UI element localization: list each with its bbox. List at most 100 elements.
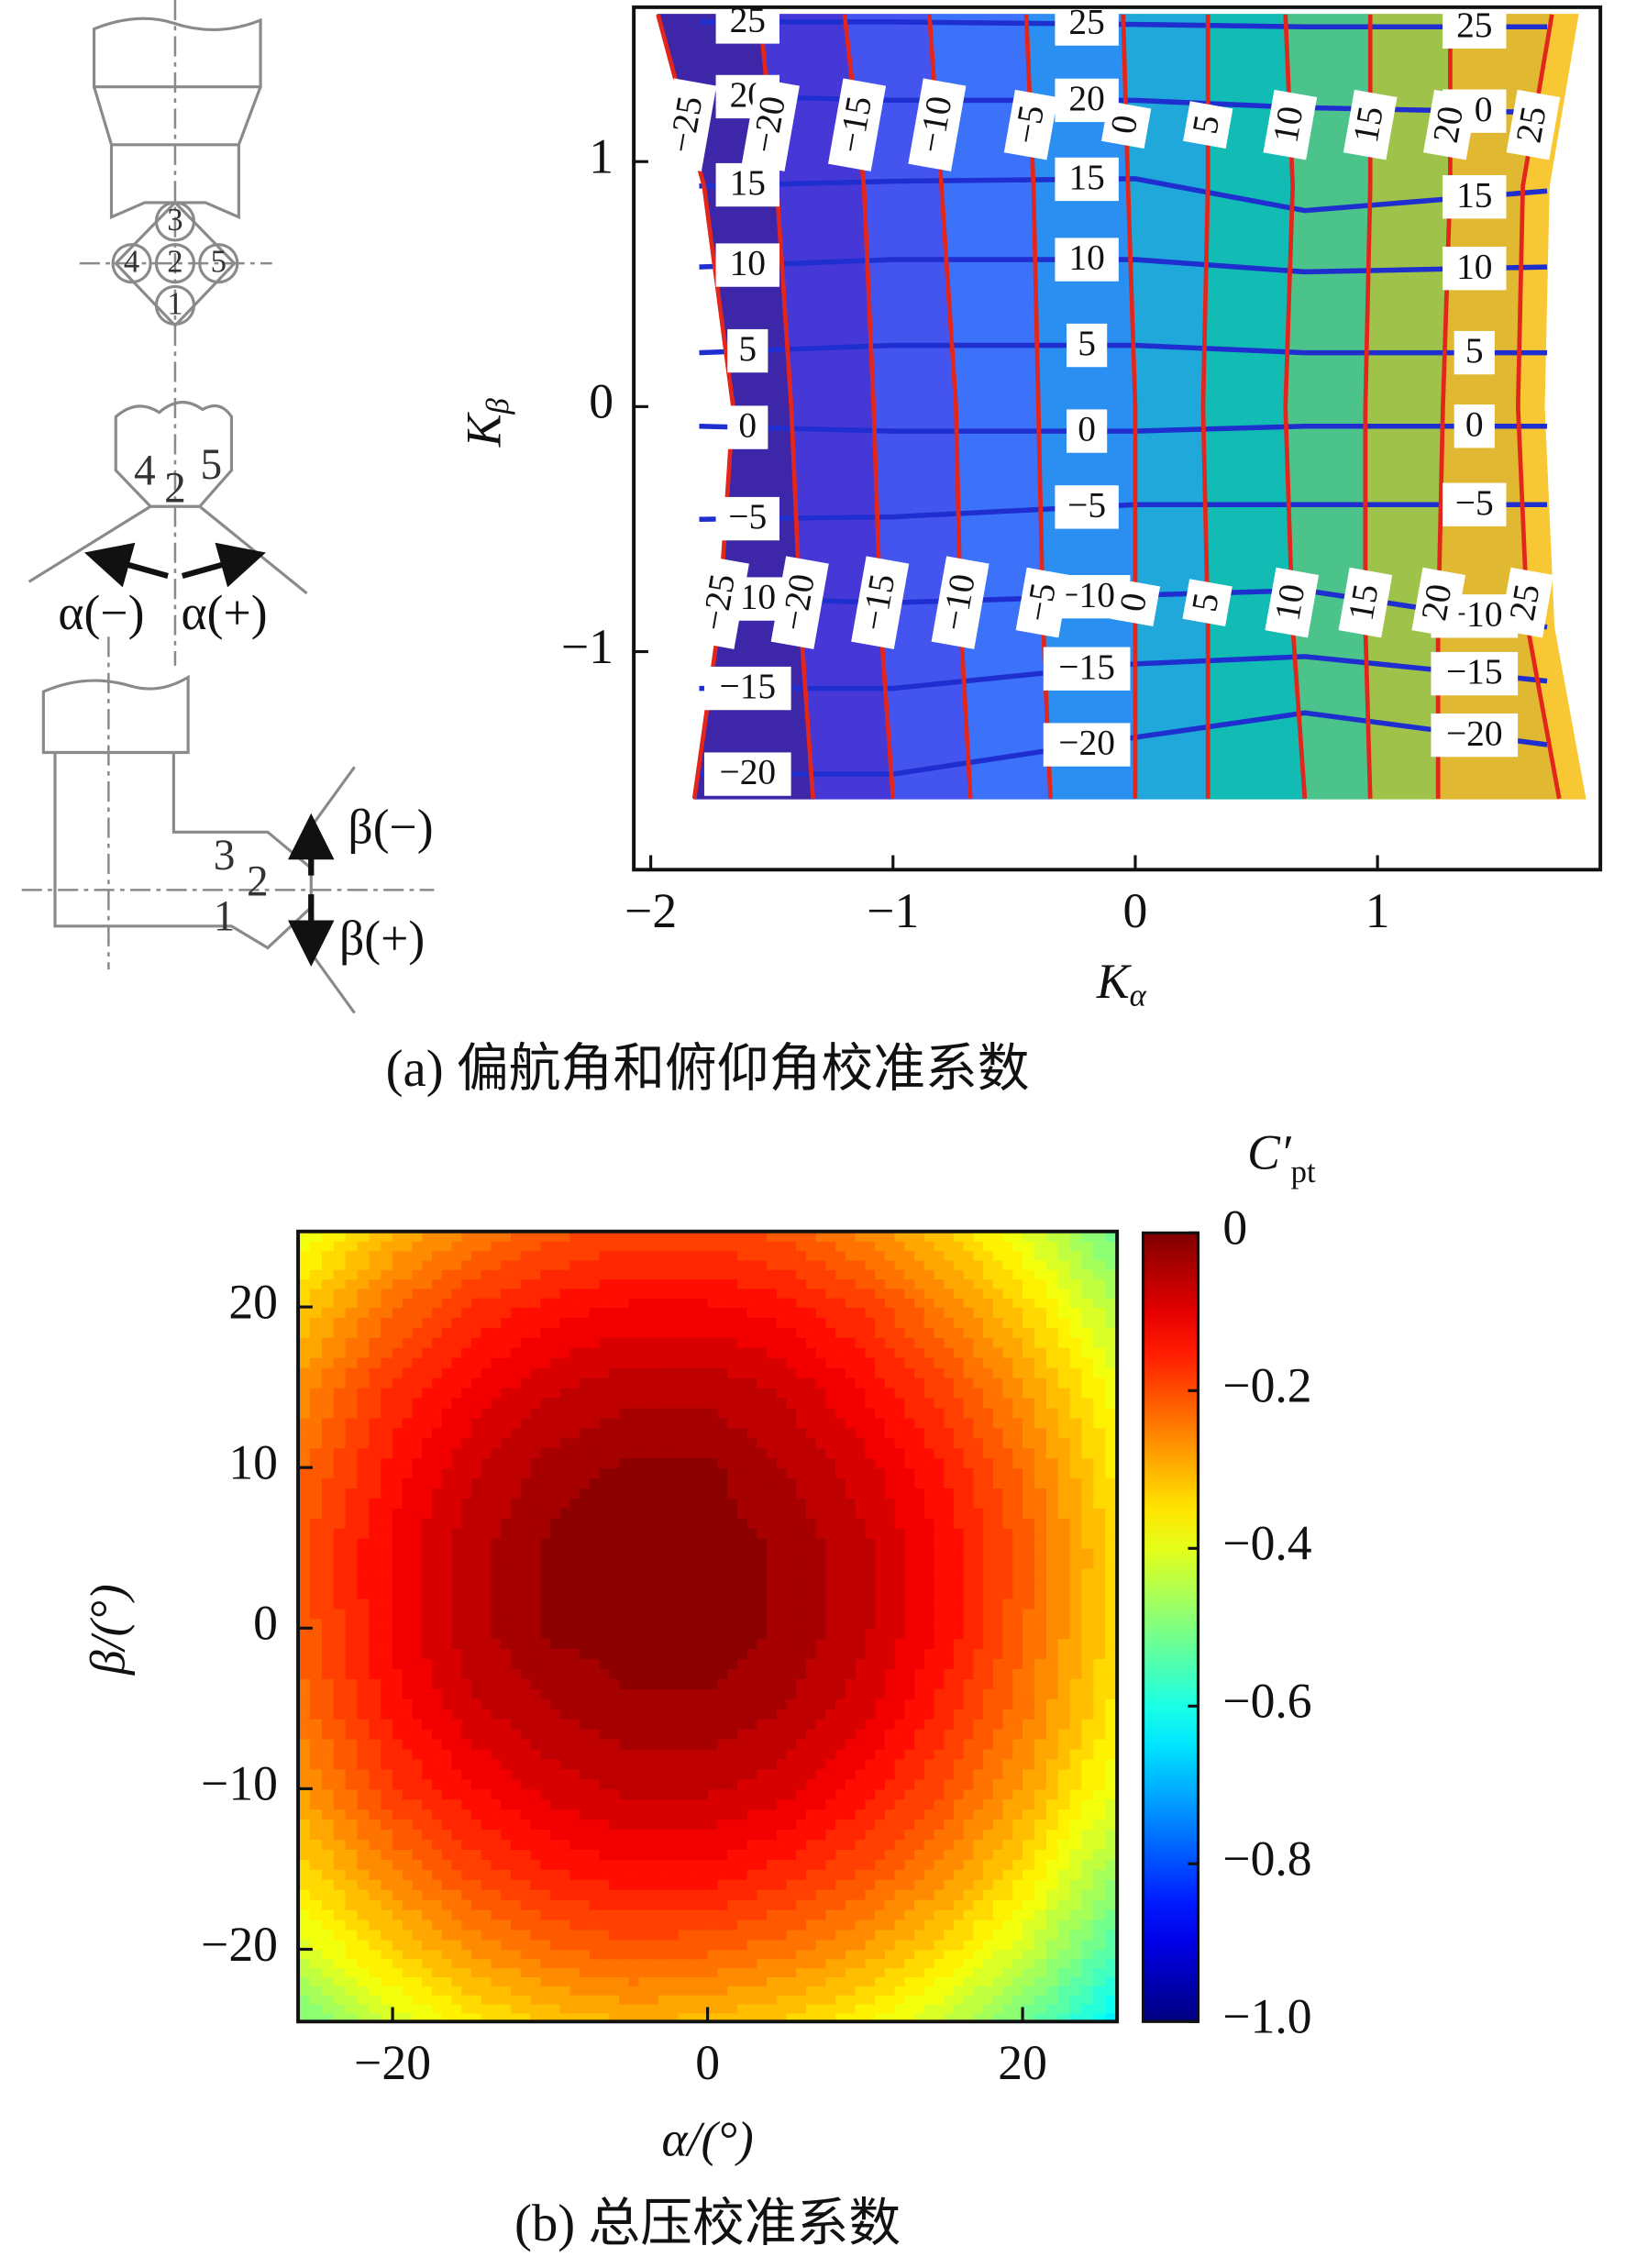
heat-cell: [510, 1598, 522, 1610]
heat-cell: [345, 1488, 359, 1499]
heat-cell: [628, 1698, 640, 1709]
heat-cell: [875, 1849, 886, 1860]
heat-cell: [796, 1849, 807, 1860]
heat-cell: [1093, 1798, 1107, 1810]
heat-cell: [825, 1638, 837, 1650]
heat-cell: [767, 1809, 778, 1820]
heat-cell: [345, 1939, 359, 1951]
heat-cell: [658, 1819, 669, 1831]
heat-cell: [658, 1488, 669, 1499]
heat-cell: [1023, 1976, 1035, 1986]
heat-cell: [441, 1908, 453, 1920]
heat-cell: [618, 2003, 630, 2014]
heat-cell: [668, 1557, 680, 1569]
heat-cell: [589, 1687, 601, 1699]
heat-cell: [599, 1507, 611, 1519]
heat-cell: [944, 1798, 955, 1810]
heat-cell: [688, 1527, 699, 1539]
heat-cell: [767, 1758, 778, 1770]
heat-cell: [609, 1858, 620, 1870]
heat-cell: [638, 1949, 650, 1960]
heat-cell: [746, 1878, 758, 1890]
heat-cell: [392, 1467, 403, 1479]
contour-label-bg: [1183, 101, 1233, 149]
heat-cell: [333, 1488, 347, 1499]
heat-cell: [569, 1878, 581, 1890]
heat-cell: [746, 1829, 758, 1841]
heat-cell: [648, 1588, 659, 1599]
heat-cell: [845, 1567, 857, 1579]
heat-cell: [658, 1507, 669, 1519]
heat-cell: [727, 1708, 738, 1720]
heat-cell: [628, 1407, 640, 1419]
heat-cell: [540, 1498, 551, 1509]
heat-cell: [923, 1488, 935, 1499]
heat-cell: [333, 1819, 347, 1831]
heat-cell: [549, 1467, 561, 1479]
heat-cell: [491, 1437, 503, 1449]
heat-cell: [963, 1517, 975, 1529]
heat-cell: [510, 1919, 522, 1931]
heat-cell: [638, 1488, 650, 1499]
heat-cell: [481, 1608, 492, 1620]
heat-cell: [530, 1498, 542, 1509]
heat-cell: [835, 1728, 846, 1740]
heat-cell: [707, 1658, 719, 1670]
heat-cell: [983, 1967, 994, 1977]
heat-cell: [321, 1537, 335, 1549]
heat-cell: [894, 1878, 906, 1890]
heat-cell: [923, 1829, 935, 1841]
heat-cell: [736, 1738, 748, 1750]
heat-cell: [298, 1849, 311, 1860]
contour-label-bg: [715, 162, 780, 207]
heat-cell: [953, 1778, 965, 1790]
heat-cell: [658, 1387, 669, 1399]
heat-cell: [658, 1498, 669, 1509]
heat-cell: [944, 1819, 955, 1831]
heat-cell: [1034, 2003, 1047, 2014]
heat-cell: [609, 1417, 620, 1429]
heat-cell: [580, 1477, 591, 1489]
heat-cell: [1045, 1868, 1059, 1880]
heat-cell: [717, 1788, 729, 1800]
heat-cell: [963, 1868, 975, 1880]
heat-cell: [381, 1888, 394, 1900]
heat-cell: [875, 1498, 886, 1509]
heat-cell: [501, 1397, 512, 1409]
heat-cell: [569, 1839, 581, 1850]
heat-cell: [618, 1958, 630, 1969]
heat-cell: [668, 1929, 680, 1941]
heat-cell: [736, 1976, 748, 1986]
heat-cell: [559, 1985, 571, 1996]
heat-cell: [638, 1708, 650, 1720]
heat-cell: [796, 1467, 807, 1479]
heat-cell: [432, 1809, 443, 1820]
heat-cell: [540, 1598, 551, 1610]
heat-cell: [767, 1994, 778, 2005]
heat-cell: [736, 1985, 748, 1996]
heat-cell: [934, 1908, 945, 1920]
heat-cell: [796, 1618, 807, 1630]
heat-cell: [973, 1488, 985, 1499]
heat-cell: [855, 1698, 867, 1709]
heat-cell: [559, 2012, 571, 2023]
heat-cell: [688, 1949, 699, 1960]
heat-cell: [357, 1728, 370, 1740]
heat-cell: [540, 1768, 551, 1780]
heat-cell: [589, 1507, 601, 1519]
heat-cell: [609, 1567, 620, 1579]
heat-cell: [461, 1517, 472, 1529]
heat-cell: [668, 1547, 680, 1559]
heat-cell: [530, 1718, 542, 1730]
heat-cell: [491, 1638, 503, 1650]
contour-label-text: −20: [1446, 713, 1503, 753]
heat-cell: [736, 1498, 748, 1509]
heat-cell: [402, 1397, 414, 1409]
heat-cell: [1105, 1809, 1119, 1820]
heat-cell: [321, 1985, 335, 1996]
heat-cell: [470, 1658, 482, 1670]
heat-cell: [540, 1608, 551, 1620]
heat-cell: [894, 1588, 906, 1599]
heat-cell: [638, 1888, 650, 1900]
heat-cell: [381, 1809, 394, 1820]
